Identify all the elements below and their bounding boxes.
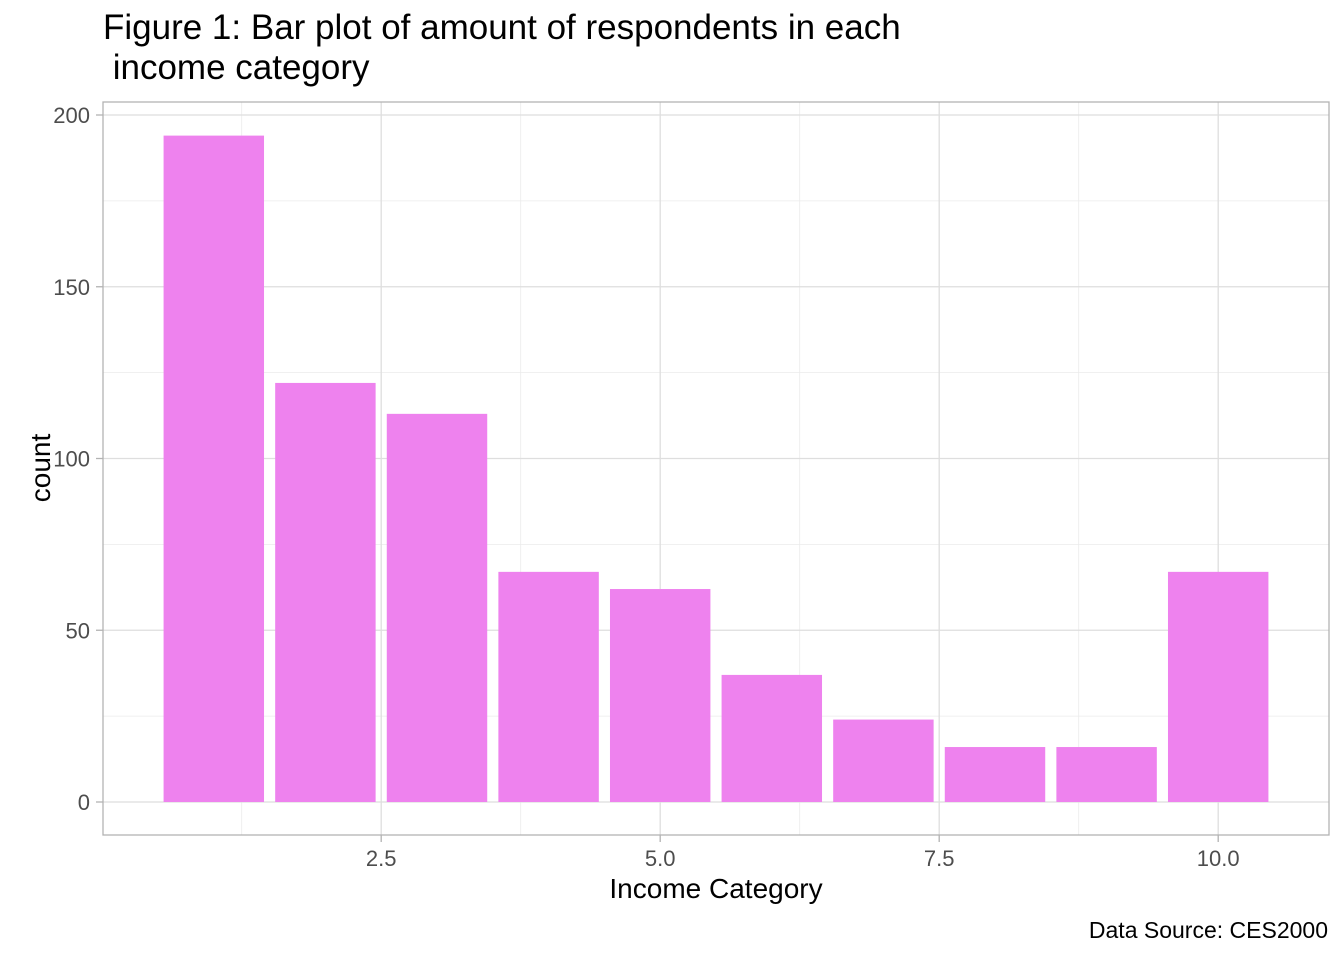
chart-title: Figure 1: Bar plot of amount of responde… (103, 8, 901, 87)
x-tick-label: 5.0 (645, 846, 676, 871)
bar-income-4 (498, 571, 599, 802)
y-axis-label: count (25, 433, 56, 503)
x-axis-label: Income Category (609, 873, 823, 904)
data-source-caption: Data Source: CES2000 (1088, 917, 1328, 943)
bar-income-7 (833, 719, 934, 802)
x-axis-ticks: 2.5 5.0 7.5 10.0 (366, 835, 1240, 871)
bar-income-1 (163, 135, 265, 803)
bar-income-5 (609, 589, 711, 802)
bar-income-9 (1056, 747, 1157, 802)
y-tick-label: 0 (78, 790, 90, 815)
x-tick-label: 10.0 (1197, 846, 1240, 871)
y-tick-label: 50 (66, 618, 90, 643)
bars (163, 135, 1269, 803)
y-tick-label: 150 (53, 275, 90, 300)
y-tick-label: 100 (53, 447, 90, 472)
x-tick-label: 2.5 (366, 846, 397, 871)
bar-income-6 (721, 674, 823, 802)
bar-income-3 (386, 413, 488, 802)
bar-income-8 (944, 747, 1046, 802)
x-tick-label: 7.5 (924, 846, 955, 871)
y-tick-label: 200 (53, 103, 90, 128)
y-axis-ticks: 0 50 100 150 200 (53, 103, 103, 815)
bar-income-10 (1167, 571, 1269, 802)
panel-border (102, 101, 1330, 836)
bar-income-2 (275, 382, 376, 802)
